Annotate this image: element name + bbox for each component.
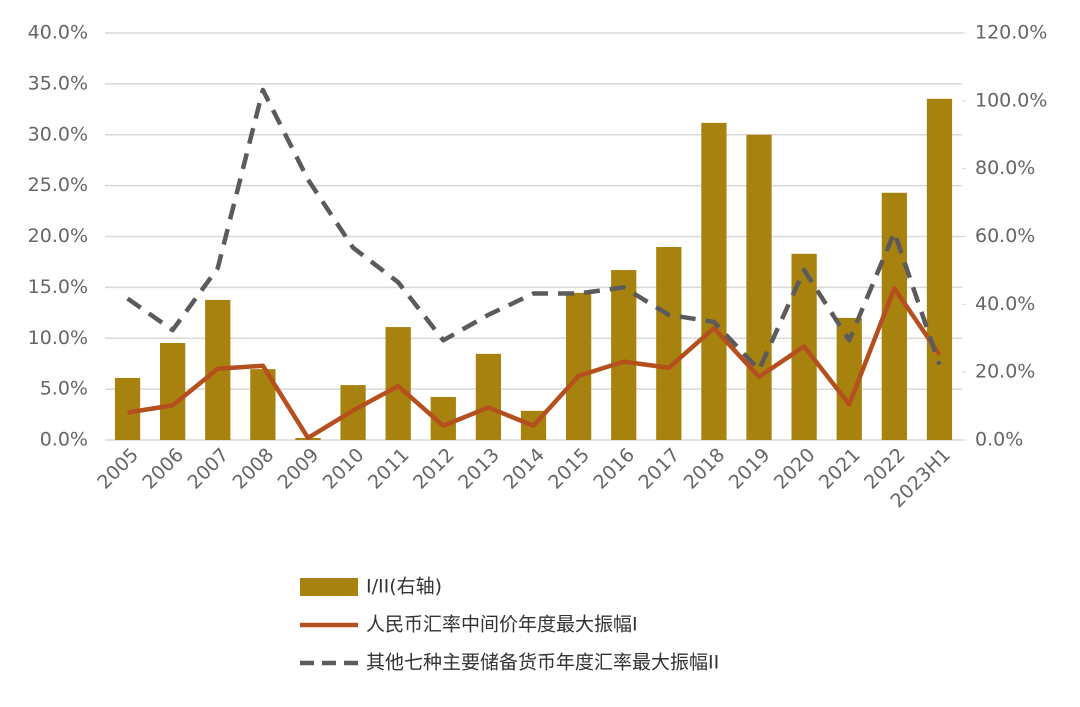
x-tick-label: 2006 xyxy=(138,444,188,494)
bar xyxy=(611,270,637,440)
x-tick-label: 2012 xyxy=(409,444,459,494)
y-tick-label: 5.0% xyxy=(40,378,88,400)
x-tick-label: 2011 xyxy=(364,444,414,494)
y2-tick-label: 0.0% xyxy=(975,429,1023,451)
legend-label: 人民币汇率中间价年度最大振幅I xyxy=(366,614,638,636)
y-tick-label: 15.0% xyxy=(28,276,88,298)
x-tick-label: 2015 xyxy=(544,444,594,494)
bar xyxy=(160,342,186,440)
y2-tick-label: 20.0% xyxy=(975,361,1035,383)
legend-label: 其他七种主要储备货币年度汇率最大振幅II xyxy=(366,652,719,674)
x-tick-label: 2018 xyxy=(680,444,730,494)
x-tick-label: 2007 xyxy=(183,444,233,494)
x-tick-label: 2005 xyxy=(93,444,143,494)
legend-swatch xyxy=(300,578,358,596)
y-tick-label: 30.0% xyxy=(28,123,88,145)
y-tick-label: 40.0% xyxy=(28,22,88,44)
y-tick-label: 20.0% xyxy=(28,225,88,247)
y2-tick-label: 120.0% xyxy=(975,22,1047,44)
bar xyxy=(565,292,592,440)
x-tick-label: 2014 xyxy=(499,444,549,494)
y2-tick-label: 40.0% xyxy=(975,293,1035,315)
bar xyxy=(701,122,727,441)
x-tick-label: 2020 xyxy=(770,444,820,494)
bar xyxy=(475,353,502,440)
x-tick-label: 2009 xyxy=(274,444,324,494)
x-tick-label: 2016 xyxy=(589,444,639,494)
x-tick-label: 2019 xyxy=(725,444,775,494)
x-tick-label: 2017 xyxy=(634,444,684,494)
y2-tick-label: 80.0% xyxy=(975,157,1035,179)
bar xyxy=(926,98,953,440)
y2-tick-label: 60.0% xyxy=(975,225,1035,247)
bar xyxy=(881,192,907,440)
x-tick-label: 2013 xyxy=(454,444,504,494)
dashed-line xyxy=(126,87,942,373)
y-tick-label: 35.0% xyxy=(28,72,88,94)
bar xyxy=(656,247,682,440)
y-tick-label: 10.0% xyxy=(28,327,88,349)
y-tick-label: 0.0% xyxy=(40,429,88,451)
x-tick-label: 2008 xyxy=(229,444,279,494)
y-tick-label: 25.0% xyxy=(28,174,88,196)
x-tick-label: 2010 xyxy=(319,444,369,494)
line xyxy=(127,286,942,441)
x-tick-label: 2021 xyxy=(815,444,865,494)
bar xyxy=(385,327,411,440)
bar xyxy=(746,134,772,440)
legend-label: I/II(右轴) xyxy=(366,576,442,598)
y2-tick-label: 100.0% xyxy=(975,89,1047,111)
